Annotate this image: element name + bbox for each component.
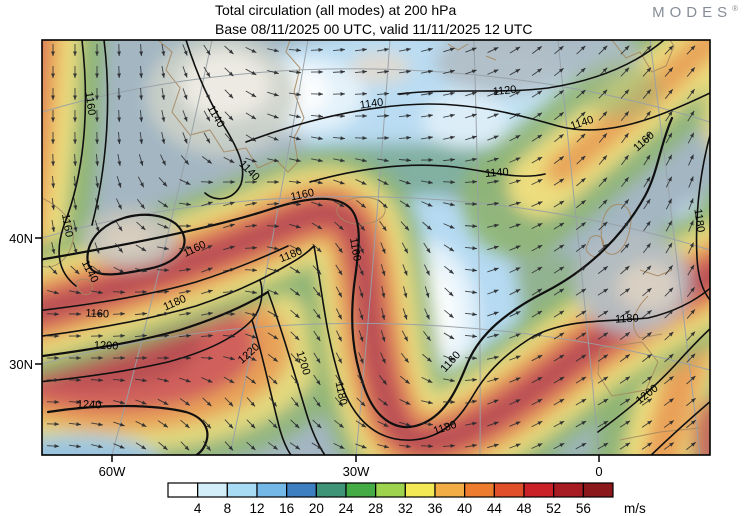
colorbar-cell (315, 482, 347, 498)
contour-label: 1160 (59, 213, 75, 238)
filled-speed-field (42, 40, 710, 455)
contour-label: 1120 (492, 84, 517, 98)
colorbar-cell (226, 482, 258, 498)
modes-logo: MODES® (652, 4, 738, 21)
colorbar-tick-label: 40 (457, 501, 472, 516)
colorbar-tick-label: 24 (338, 501, 354, 516)
colorbar-cell (375, 482, 406, 498)
colorbar: 4 8 12 16 20 24 28 32 36 40 44 48 52 56 m/s (167, 482, 646, 516)
chart-title-block: Total circulation (all modes) at 200 hPa… (215, 1, 533, 39)
colorbar-cell (434, 482, 466, 498)
colorbar-cell (345, 482, 377, 498)
colorbar-cell (464, 482, 495, 498)
colorbar-cell (167, 482, 199, 498)
colorbar-tick-label: 20 (309, 501, 324, 516)
chart-title: Total circulation (all modes) at 200 hPa (215, 2, 457, 18)
contour-label: 1140 (485, 166, 509, 180)
colorbar-tick-label: 52 (546, 501, 561, 516)
colorbar-cell (493, 482, 525, 498)
x-tick-label: 60W (99, 464, 126, 479)
colorbar-tick-label: 28 (368, 501, 383, 516)
colorbar-cell (582, 482, 614, 498)
contour-lines (42, 40, 710, 455)
colorbar-tick-label: 36 (427, 501, 442, 516)
colorbar-tick-label: 44 (487, 501, 503, 516)
contour-label: 1160 (347, 237, 363, 262)
y-tick-label: 40N (9, 231, 33, 246)
y-tick-label: 30N (9, 357, 33, 372)
colorbar-cell (256, 482, 288, 498)
colorbar-cell (286, 482, 317, 498)
colorbar-cell (553, 482, 584, 498)
registered-mark: ® (732, 4, 738, 13)
chart-subtitle: Base 08/11/2025 00 UTC, valid 11/11/2025… (215, 21, 533, 37)
contour-label: 1180 (691, 208, 706, 233)
colorbar-tick-label: 32 (398, 501, 413, 516)
colorbar-units: m/s (624, 501, 646, 516)
contour-label: 1160 (85, 307, 109, 320)
x-tick-label: 30W (343, 464, 370, 479)
colorbar-tick-label: 8 (224, 501, 232, 516)
contour-label: 1200 (94, 340, 119, 353)
wind-arrows (46, 43, 696, 452)
contour-label: 1180 (333, 381, 350, 407)
colorbar-tick-label: 16 (279, 501, 294, 516)
axes: 60W 30W 0 40N 30N (9, 231, 602, 479)
colorbar-cell (197, 482, 228, 498)
contour-label: 1140 (359, 96, 384, 111)
colorbar-tick-label: 56 (576, 501, 591, 516)
colorbar-cell (404, 482, 436, 498)
contour-label: 1240 (77, 399, 102, 412)
map-border (41, 39, 711, 456)
colorbar-tick-label: 12 (249, 501, 264, 516)
x-tick-label: 0 (595, 464, 602, 479)
colorbar-tick-label: 4 (194, 501, 202, 516)
contour-label: 1160 (290, 187, 316, 204)
contour-label: 1160 (83, 91, 98, 116)
contour-label: 1180 (615, 312, 639, 325)
colorbar-tick-label: 48 (516, 501, 531, 516)
colorbar-cell (523, 482, 555, 498)
